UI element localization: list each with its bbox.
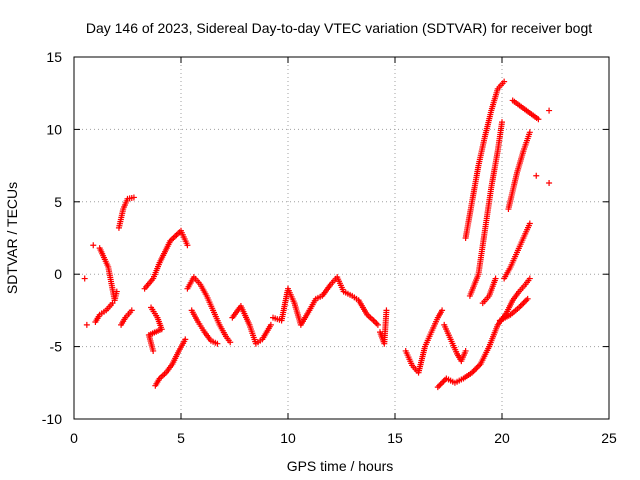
data-point-track bbox=[473, 365, 480, 372]
data-point bbox=[501, 78, 508, 85]
data-point bbox=[524, 295, 531, 302]
y-tick-label: 5 bbox=[54, 194, 62, 210]
data-point bbox=[227, 339, 234, 346]
data-points bbox=[81, 78, 553, 391]
data-point bbox=[374, 321, 381, 328]
y-tick-labels: -10 -5 0 5 10 15 bbox=[42, 49, 62, 427]
data-point bbox=[434, 384, 441, 391]
series-s20 bbox=[509, 97, 553, 186]
data-point bbox=[535, 116, 542, 123]
series-s9 bbox=[270, 274, 381, 328]
data-point bbox=[182, 336, 189, 343]
chart-title: Day 146 of 2023, Sidereal Day-to-day VTE… bbox=[86, 20, 592, 36]
x-tick-label: 10 bbox=[280, 430, 296, 446]
data-point-track bbox=[437, 381, 444, 388]
data-point-track bbox=[520, 300, 527, 307]
data-point-track bbox=[474, 363, 481, 370]
data-point bbox=[383, 307, 390, 314]
series-s3 bbox=[152, 336, 189, 389]
series-s10 bbox=[377, 307, 390, 347]
x-tick-labels: 0 5 10 15 20 25 bbox=[70, 430, 617, 446]
series-s17 bbox=[501, 220, 533, 282]
y-tick-label: -10 bbox=[42, 411, 62, 427]
data-point-track bbox=[471, 366, 478, 373]
x-axis-label: GPS time / hours bbox=[287, 458, 394, 474]
data-point-track bbox=[439, 379, 446, 386]
series-s7 bbox=[188, 307, 221, 347]
data-point bbox=[546, 107, 553, 114]
data-point bbox=[130, 194, 137, 201]
data-point bbox=[184, 242, 191, 249]
series-s18 bbox=[496, 295, 531, 324]
data-point-track bbox=[521, 298, 528, 305]
data-point bbox=[81, 275, 88, 282]
x-tick-label: 25 bbox=[601, 430, 617, 446]
y-tick-label: -5 bbox=[50, 339, 63, 355]
x-tick-label: 5 bbox=[177, 430, 185, 446]
series-s14 bbox=[462, 78, 508, 241]
series-s8 bbox=[229, 303, 274, 347]
series-s4 bbox=[145, 304, 165, 354]
data-point bbox=[90, 242, 97, 249]
data-point-track bbox=[436, 382, 443, 389]
series-s1 bbox=[81, 194, 137, 328]
series-s2 bbox=[96, 245, 120, 304]
y-tick-label: 10 bbox=[46, 121, 62, 137]
series-s15 bbox=[466, 119, 505, 299]
data-point bbox=[128, 307, 135, 314]
x-tick-label: 20 bbox=[494, 430, 510, 446]
data-point bbox=[113, 288, 120, 295]
data-point-track bbox=[373, 320, 380, 327]
data-point bbox=[267, 321, 274, 328]
series-s19 bbox=[479, 275, 499, 307]
data-point bbox=[462, 347, 469, 354]
data-point-track bbox=[372, 318, 379, 325]
data-point bbox=[546, 179, 553, 186]
data-point bbox=[526, 220, 533, 227]
data-point-track bbox=[523, 297, 530, 304]
y-tick-label: 0 bbox=[54, 266, 62, 282]
plot-frame bbox=[73, 56, 610, 420]
data-point-track bbox=[517, 303, 524, 310]
data-point bbox=[492, 275, 499, 282]
data-point-track bbox=[518, 301, 525, 308]
data-point bbox=[533, 172, 540, 179]
data-point bbox=[439, 307, 446, 314]
data-point bbox=[83, 321, 90, 328]
data-point bbox=[150, 347, 157, 354]
y-tick-label: 15 bbox=[46, 49, 62, 65]
x-tick-label: 0 bbox=[70, 430, 78, 446]
x-tick-label: 15 bbox=[387, 430, 403, 446]
grid-lines bbox=[74, 57, 609, 419]
axis-ticks bbox=[73, 56, 610, 420]
series-s13 bbox=[441, 321, 469, 365]
series-s11 bbox=[402, 307, 446, 376]
data-point bbox=[526, 129, 533, 136]
data-point bbox=[214, 340, 221, 347]
data-point bbox=[499, 119, 505, 126]
series-s6 bbox=[184, 274, 234, 346]
data-point bbox=[526, 275, 533, 282]
series-s5 bbox=[141, 227, 191, 292]
series-s16 bbox=[505, 129, 533, 213]
y-axis-label: SDTVAR / TECUs bbox=[4, 182, 20, 294]
